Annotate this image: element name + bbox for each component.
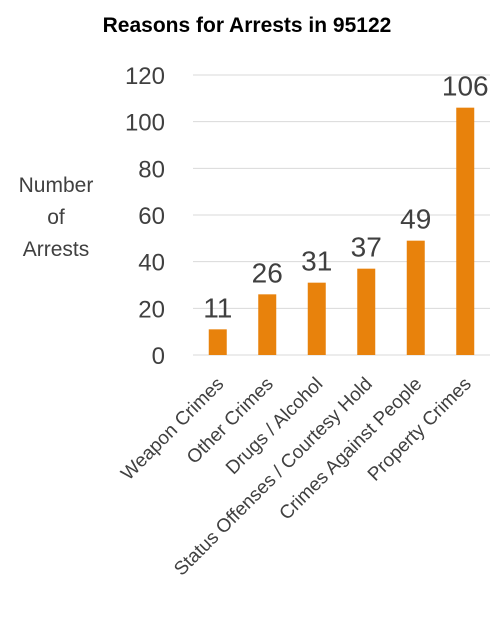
y-tick-label: 100 [125,110,165,137]
bar [456,107,475,356]
y-tick-label: 120 [125,63,165,90]
y-tick-label: 80 [138,156,165,183]
y-tick-label: 20 [138,296,165,323]
data-label: 31 [301,246,332,277]
bar [406,240,425,355]
bar [208,329,227,355]
x-tick-label: Other Crimes [183,374,278,469]
y-tick-label: 40 [138,250,165,277]
data-label: 37 [351,232,382,263]
y-axis-label-line-2: of [47,206,65,229]
y-axis-label-line-1: Number [18,174,94,197]
y-axis-label: Number of Arrests [4,170,108,266]
bar [357,268,376,355]
bar [307,282,326,355]
y-tick-label: 60 [138,203,165,230]
data-label: 49 [400,204,431,235]
data-label: 26 [252,257,283,288]
chart-title: Reasons for Arrests in 95122 [102,14,392,37]
bar [258,294,277,355]
data-label: 106 [442,71,489,102]
data-label: 11 [203,292,232,323]
y-tick-label: 0 [152,343,165,370]
y-axis-label-line-3: Arrests [22,238,90,261]
